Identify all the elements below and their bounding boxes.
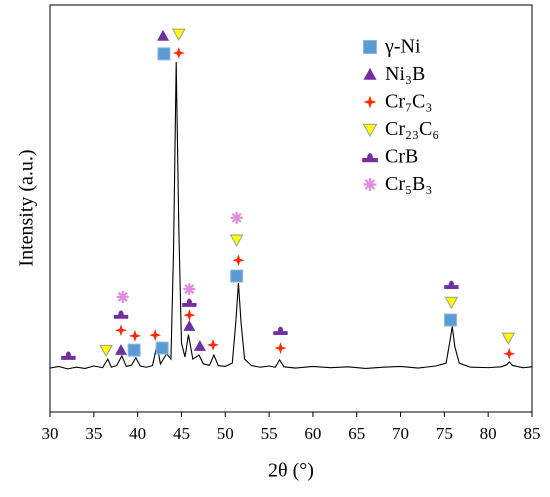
x-tick-label: 40 [129,424,146,443]
marker-triangle [157,29,170,41]
x-tick-label: 35 [85,424,102,443]
marker-asterisk [116,290,129,303]
marker-triangle [363,68,377,80]
y-axis-label: Intensity (a.u.) [16,149,38,266]
marker-star [363,95,377,109]
marker-star [503,347,516,360]
legend-label: Cr₂₃C₆ [385,118,439,140]
marker-down-triangle [501,332,516,345]
x-tick-label: 50 [217,424,234,443]
legend-label: Cr₅B₃ [385,173,432,195]
plot-frame [49,4,533,413]
x-tick-label: 75 [436,424,453,443]
marker-down-triangle [362,123,378,138]
marker-star [149,329,162,342]
x-axis-label: 2θ (°) [268,460,314,482]
x-tick-label: 45 [173,424,190,443]
marker-asterisk [363,178,377,191]
marker-cap [113,310,129,319]
marker-star [274,342,287,355]
marker-star [183,309,196,322]
x-tick-label: 30 [42,424,59,443]
x-tick-label: 55 [261,424,278,443]
pattern-line [49,61,533,370]
marker-cap [182,298,197,307]
marker-square [157,47,171,61]
marker-star [232,254,245,267]
marker-triangle [193,340,206,351]
x-tick-label: 80 [480,424,497,443]
marker-triangle [183,320,196,331]
marker-star [172,47,185,60]
x-tick-label: 65 [348,424,365,443]
marker-cap [61,351,76,360]
x-tick-label: 85 [524,424,541,443]
marker-down-triangle [99,344,113,358]
marker-square [127,343,141,357]
marker-cap [273,326,288,335]
marker-cap [444,280,459,290]
legend-label: CrB [385,146,418,168]
marker-asterisk [230,211,243,224]
marker-star [207,338,220,351]
marker-asterisk [183,283,196,296]
legend-label: Ni₃B [385,63,425,85]
x-tick-label: 70 [392,424,409,443]
x-tick-label: 60 [304,424,321,443]
marker-down-triangle [444,296,459,310]
marker-star [114,324,127,337]
marker-triangle [114,344,127,355]
marker-square [443,313,457,327]
legend-label: γ-Ni [384,36,421,58]
marker-square [363,40,377,54]
marker-square [155,341,169,355]
marker-down-triangle [229,234,244,247]
marker-square [230,269,244,283]
marker-star [129,329,142,342]
legend-label: Cr₇C₃ [385,91,432,113]
marker-cap [362,153,378,163]
marker-down-triangle [171,28,186,41]
